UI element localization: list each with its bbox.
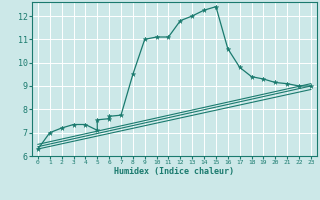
X-axis label: Humidex (Indice chaleur): Humidex (Indice chaleur): [115, 167, 234, 176]
